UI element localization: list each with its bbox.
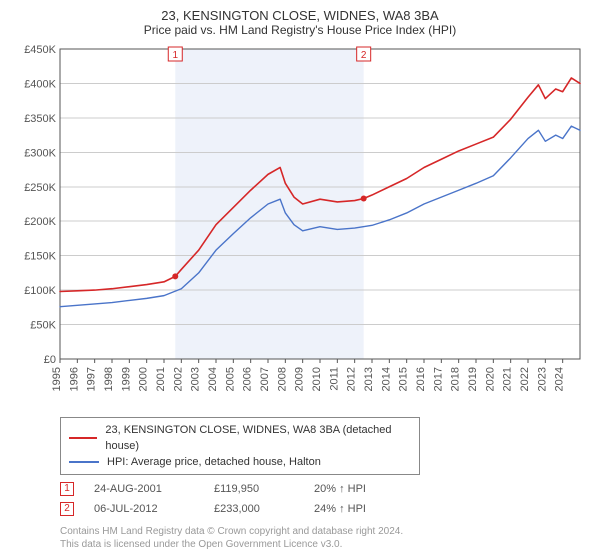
sale-marker-row: 1 24-AUG-2001 £119,950 20% ↑ HPI <box>60 479 588 499</box>
svg-text:2002: 2002 <box>172 367 184 391</box>
sale-marker-badge: 2 <box>60 502 74 516</box>
footer-attribution: Contains HM Land Registry data © Crown c… <box>60 525 588 551</box>
legend-label: HPI: Average price, detached house, Halt… <box>107 454 321 470</box>
svg-text:£300K: £300K <box>24 147 56 159</box>
svg-text:2007: 2007 <box>259 367 271 391</box>
svg-text:2014: 2014 <box>380 367 392 391</box>
legend-swatch <box>69 437 97 439</box>
svg-text:2020: 2020 <box>484 367 496 391</box>
chart-svg: £0 £50K £100K £150K £200K £250K £300K £350K £400… <box>12 43 588 411</box>
svg-text:2023: 2023 <box>536 367 548 391</box>
footer-line-1: Contains HM Land Registry data © Crown c… <box>60 525 588 538</box>
sale-marker-table: 1 24-AUG-2001 £119,950 20% ↑ HPI 2 06-JUL-201… <box>60 479 588 519</box>
svg-text:£450K: £450K <box>24 44 56 56</box>
legend-item: 23, KENSINGTON CLOSE, WIDNES, WA8 3BA (d… <box>69 422 411 454</box>
svg-text:£50K: £50K <box>30 320 56 332</box>
svg-text:2022: 2022 <box>519 367 531 391</box>
svg-text:2011: 2011 <box>328 367 340 391</box>
svg-text:2004: 2004 <box>207 367 219 391</box>
legend-item: HPI: Average price, detached house, Halt… <box>69 454 411 470</box>
legend: 23, KENSINGTON CLOSE, WIDNES, WA8 3BA (d… <box>60 417 420 475</box>
svg-text:1: 1 <box>172 50 178 61</box>
svg-text:£0: £0 <box>44 354 56 366</box>
svg-text:2005: 2005 <box>224 367 236 391</box>
svg-text:2018: 2018 <box>450 367 462 391</box>
sale-marker-badge: 1 <box>60 482 74 496</box>
svg-text:2017: 2017 <box>432 367 444 391</box>
svg-text:£150K: £150K <box>24 251 56 263</box>
svg-text:2019: 2019 <box>467 367 479 391</box>
footer-line-2: This data is licensed under the Open Gov… <box>60 538 588 551</box>
svg-text:1996: 1996 <box>68 367 80 391</box>
svg-text:2009: 2009 <box>294 367 306 391</box>
sale-marker-row: 2 06-JUL-2012 £233,000 24% ↑ HPI <box>60 499 588 519</box>
svg-text:£200K: £200K <box>24 216 56 228</box>
sale-price: £119,950 <box>214 479 294 499</box>
sale-pct-vs-hpi: 20% ↑ HPI <box>314 479 404 499</box>
svg-text:1997: 1997 <box>86 367 98 391</box>
svg-text:2003: 2003 <box>190 367 202 391</box>
svg-text:2016: 2016 <box>415 367 427 391</box>
svg-text:2024: 2024 <box>554 367 566 391</box>
legend-swatch <box>69 461 99 463</box>
svg-text:2008: 2008 <box>276 367 288 391</box>
svg-text:2000: 2000 <box>138 367 150 391</box>
svg-text:2001: 2001 <box>155 367 167 391</box>
svg-text:2010: 2010 <box>311 367 323 391</box>
svg-text:£350K: £350K <box>24 113 56 125</box>
price-chart: £0 £50K £100K £150K £200K £250K £300K £350K £400… <box>12 43 588 411</box>
sale-date: 06-JUL-2012 <box>94 499 194 519</box>
svg-text:2: 2 <box>361 50 367 61</box>
svg-text:2012: 2012 <box>346 367 358 391</box>
svg-text:1998: 1998 <box>103 367 115 391</box>
svg-text:2015: 2015 <box>398 367 410 391</box>
svg-text:£100K: £100K <box>24 285 56 297</box>
sale-pct-vs-hpi: 24% ↑ HPI <box>314 499 404 519</box>
chart-subtitle: Price paid vs. HM Land Registry's House … <box>12 23 588 37</box>
svg-text:2021: 2021 <box>502 367 514 391</box>
svg-text:£400K: £400K <box>24 78 56 90</box>
svg-text:£250K: £250K <box>24 182 56 194</box>
svg-text:2006: 2006 <box>242 367 254 391</box>
sale-date: 24-AUG-2001 <box>94 479 194 499</box>
chart-title: 23, KENSINGTON CLOSE, WIDNES, WA8 3BA <box>12 8 588 23</box>
svg-text:1995: 1995 <box>51 367 63 391</box>
svg-text:2013: 2013 <box>363 367 375 391</box>
svg-text:1999: 1999 <box>120 367 132 391</box>
legend-label: 23, KENSINGTON CLOSE, WIDNES, WA8 3BA (d… <box>105 422 411 454</box>
sale-price: £233,000 <box>214 499 294 519</box>
